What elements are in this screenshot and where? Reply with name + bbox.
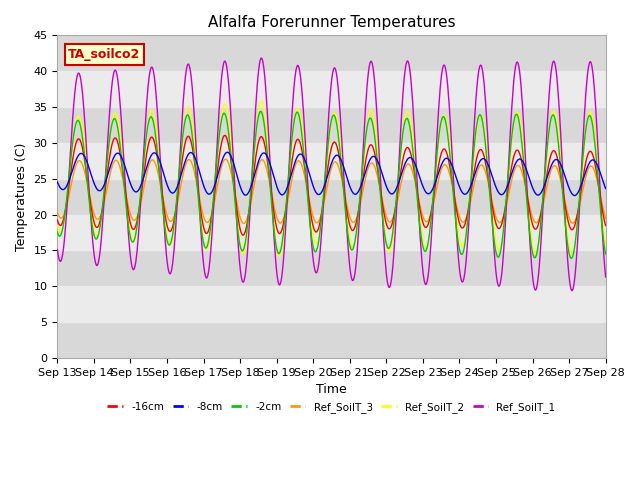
- Bar: [58, 286, 605, 322]
- Bar: [58, 107, 605, 143]
- Bar: [58, 36, 605, 71]
- Bar: [58, 322, 605, 358]
- Bar: [58, 251, 605, 286]
- Legend: -16cm, -8cm, -2cm, Ref_SoilT_3, Ref_SoilT_2, Ref_SoilT_1: -16cm, -8cm, -2cm, Ref_SoilT_3, Ref_Soil…: [103, 398, 560, 417]
- Y-axis label: Temperatures (C): Temperatures (C): [15, 143, 28, 251]
- Bar: [58, 71, 605, 107]
- Text: TA_soilco2: TA_soilco2: [68, 48, 141, 61]
- Bar: [58, 215, 605, 251]
- Title: Alfalfa Forerunner Temperatures: Alfalfa Forerunner Temperatures: [208, 15, 455, 30]
- Bar: [58, 143, 605, 179]
- X-axis label: Time: Time: [316, 383, 347, 396]
- Bar: [58, 179, 605, 215]
